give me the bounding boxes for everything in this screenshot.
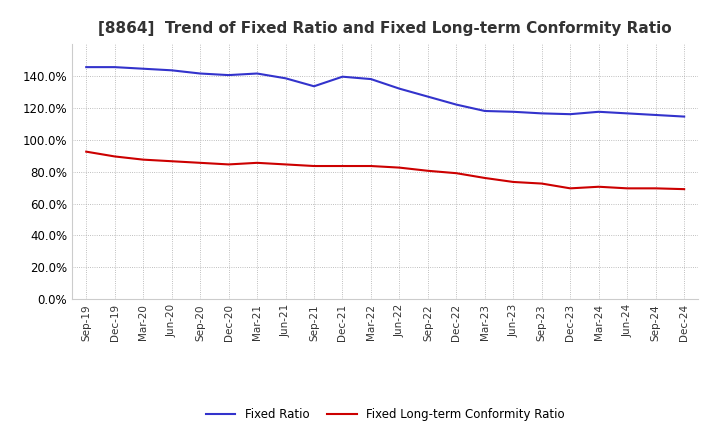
Fixed Long-term Conformity Ratio	[480, 175, 489, 180]
Fixed Ratio	[225, 73, 233, 78]
Fixed Long-term Conformity Ratio	[110, 154, 119, 159]
Fixed Long-term Conformity Ratio	[509, 180, 518, 185]
Fixed Ratio	[652, 112, 660, 117]
Fixed Long-term Conformity Ratio	[680, 187, 688, 192]
Fixed Long-term Conformity Ratio	[167, 158, 176, 164]
Line: Fixed Ratio: Fixed Ratio	[86, 67, 684, 117]
Fixed Ratio	[167, 68, 176, 73]
Fixed Ratio	[623, 111, 631, 116]
Fixed Ratio	[338, 74, 347, 79]
Title: [8864]  Trend of Fixed Ratio and Fixed Long-term Conformity Ratio: [8864] Trend of Fixed Ratio and Fixed Lo…	[99, 21, 672, 36]
Legend: Fixed Ratio, Fixed Long-term Conformity Ratio: Fixed Ratio, Fixed Long-term Conformity …	[201, 403, 570, 426]
Fixed Ratio	[537, 111, 546, 116]
Fixed Long-term Conformity Ratio	[310, 163, 318, 169]
Fixed Ratio	[196, 71, 204, 76]
Fixed Long-term Conformity Ratio	[452, 171, 461, 176]
Fixed Ratio	[423, 94, 432, 99]
Fixed Ratio	[509, 109, 518, 114]
Fixed Long-term Conformity Ratio	[338, 163, 347, 169]
Fixed Ratio	[680, 114, 688, 119]
Fixed Long-term Conformity Ratio	[225, 162, 233, 167]
Fixed Long-term Conformity Ratio	[623, 186, 631, 191]
Fixed Long-term Conformity Ratio	[537, 181, 546, 186]
Fixed Ratio	[566, 111, 575, 117]
Fixed Ratio	[480, 108, 489, 114]
Fixed Ratio	[110, 65, 119, 70]
Fixed Ratio	[310, 84, 318, 89]
Fixed Ratio	[139, 66, 148, 71]
Fixed Long-term Conformity Ratio	[595, 184, 603, 189]
Fixed Ratio	[366, 77, 375, 82]
Fixed Long-term Conformity Ratio	[423, 168, 432, 173]
Fixed Ratio	[595, 109, 603, 114]
Fixed Long-term Conformity Ratio	[139, 157, 148, 162]
Fixed Long-term Conformity Ratio	[366, 163, 375, 169]
Fixed Long-term Conformity Ratio	[82, 149, 91, 154]
Fixed Long-term Conformity Ratio	[196, 160, 204, 165]
Fixed Ratio	[282, 76, 290, 81]
Fixed Long-term Conformity Ratio	[395, 165, 404, 170]
Line: Fixed Long-term Conformity Ratio: Fixed Long-term Conformity Ratio	[86, 152, 684, 189]
Fixed Long-term Conformity Ratio	[282, 162, 290, 167]
Fixed Ratio	[82, 65, 91, 70]
Fixed Long-term Conformity Ratio	[652, 186, 660, 191]
Fixed Ratio	[253, 71, 261, 76]
Fixed Long-term Conformity Ratio	[253, 160, 261, 165]
Fixed Long-term Conformity Ratio	[566, 186, 575, 191]
Fixed Ratio	[452, 102, 461, 107]
Fixed Ratio	[395, 86, 404, 92]
